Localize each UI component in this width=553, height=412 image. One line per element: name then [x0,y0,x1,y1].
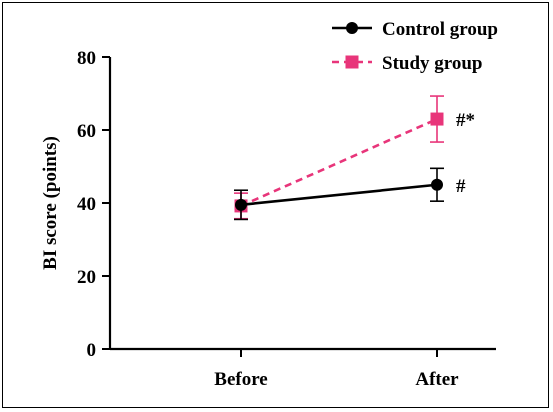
significance-annotation: # [456,176,466,197]
y-tick-label: 20 [77,267,96,288]
series-layer: #* # [234,95,475,221]
x-tick-label: Before [214,369,267,390]
data-point [235,198,247,211]
legend-label: Study group [382,53,483,74]
significance-annotation: #* [456,110,475,131]
series-study-group: #* [234,95,475,220]
series-control-group: # [234,167,466,221]
legend-marker [345,55,359,69]
axes [108,57,496,351]
legend-item: Control group [332,19,498,40]
series-line [240,117,438,208]
legend-marker [346,22,358,34]
legend-label: Control group [382,19,498,40]
legend-item: Study group [332,53,483,74]
y-tick-label: 60 [77,121,96,142]
series-line [240,183,438,207]
x-ticks: Before After [214,349,459,390]
y-tick-label: 0 [87,340,97,361]
y-tick-label: 40 [77,194,96,215]
y-axis-label: BI score (points) [40,136,61,270]
x-tick-label: After [415,369,459,390]
y-tick-label: 80 [77,48,96,69]
legend: Control group Study group [332,19,498,74]
data-point [430,112,444,126]
data-point [431,178,443,191]
chart-frame [2,2,549,408]
y-ticks: 0 20 40 60 80 [77,48,110,361]
